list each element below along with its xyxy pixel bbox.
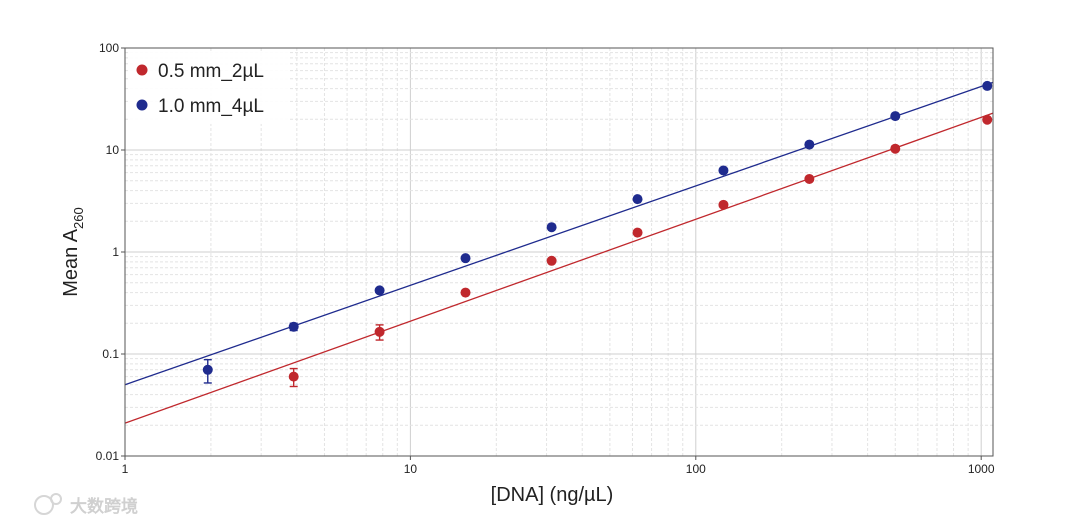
watermark: 大数跨境 (34, 493, 138, 517)
y-tick-label: 0.1 (102, 347, 119, 361)
data-point-series-1 (632, 227, 643, 238)
legend-label-series-2: 1.0 mm_4µL (158, 96, 264, 117)
data-point-series-1 (718, 199, 729, 210)
x-tick-label: 1 (122, 462, 129, 476)
y-axis-title-main: Mean A (60, 228, 82, 296)
data-point-series-1 (546, 255, 557, 266)
y-axis-title: Mean A260 (60, 207, 86, 297)
fit-line-series-2 (124, 81, 994, 386)
axis-ticks: 1 10 100 1000 0.01 0.1 1 10 100 (96, 41, 995, 476)
y-tick-label: 0.01 (96, 449, 120, 463)
data-point-series-2 (202, 364, 213, 375)
legend-marker-series-2 (136, 99, 148, 111)
data-point-series-2 (718, 165, 729, 176)
legend-marker-series-1 (136, 64, 148, 76)
grid-lines (124, 48, 993, 457)
y-axis-title-subscript: 260 (71, 207, 86, 229)
data-point-series-2 (546, 222, 557, 233)
legend-background (128, 52, 288, 124)
x-tick-label: 100 (686, 462, 706, 476)
y-tick-label: 10 (106, 143, 120, 157)
watermark-logo-icon (34, 495, 54, 515)
data-point-series-1 (460, 287, 471, 298)
watermark-text: 大数跨境 (70, 496, 138, 517)
data-point-series-1 (890, 143, 901, 154)
data-point-series-2 (890, 111, 901, 122)
data-point-series-2 (460, 253, 471, 264)
y-tick-label: 1 (112, 245, 119, 259)
data-point-series-1 (982, 114, 993, 125)
data-point-series-2 (288, 321, 299, 332)
x-tick-label: 10 (404, 462, 418, 476)
data-point-series-2 (632, 194, 643, 205)
data-point-series-2 (982, 80, 993, 91)
data-point-series-1 (374, 326, 385, 337)
legend: 0.5 mm_2µL 1.0 mm_4µL (128, 52, 288, 124)
legend-label-series-1: 0.5 mm_2µL (158, 61, 264, 82)
x-tick-label: 1000 (968, 462, 995, 476)
x-axis-title: [DNA] (ng/µL) (491, 484, 614, 506)
svg-text:Mean A260: Mean A260 (60, 207, 86, 297)
fit-lines (124, 81, 994, 424)
data-point-series-1 (804, 173, 815, 184)
data-point-series-2 (804, 139, 815, 150)
watermark-logo-icon-dot (50, 493, 62, 505)
data-point-series-1 (288, 371, 299, 382)
data-point-series-2 (374, 285, 385, 296)
y-tick-label: 100 (99, 41, 119, 55)
data-points (202, 80, 993, 388)
fit-line-series-1 (124, 112, 994, 424)
